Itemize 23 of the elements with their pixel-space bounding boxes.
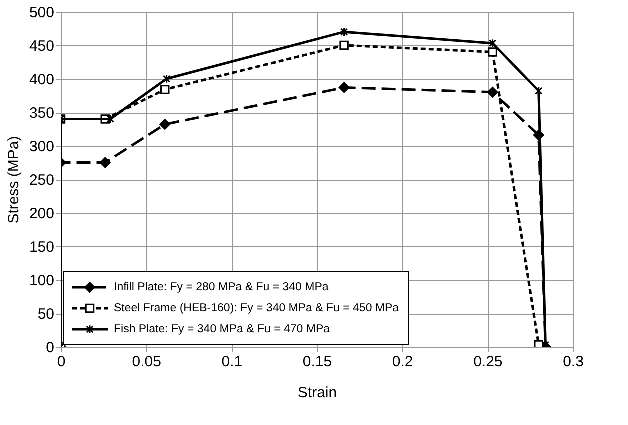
y-tick-label: 50 xyxy=(38,306,54,323)
y-axis-title: Stress (MPa) xyxy=(5,136,22,224)
legend-label: Steel Frame (HEB-160): Fy = 340 MPa & Fu = 450 MPa xyxy=(114,302,400,314)
y-tick-label: 350 xyxy=(29,105,54,122)
y-tick-label: 250 xyxy=(29,172,54,189)
y-tick-label: 0 xyxy=(46,340,54,356)
x-tick-label: 0 xyxy=(57,354,66,370)
x-tick-label: 0.2 xyxy=(392,354,414,370)
y-tick-label: 200 xyxy=(29,206,54,222)
legend-label: Fish Plate: Fy = 340 MPa & Fu = 470 MPa xyxy=(114,324,331,336)
x-tick-label: 0.05 xyxy=(132,354,162,370)
y-tick-label: 450 xyxy=(29,38,54,55)
y-tick-label: 400 xyxy=(29,72,54,88)
legend-label: Infill Plate: Fy = 280 MPa & Fu = 340 MPa xyxy=(114,282,330,294)
x-tick-label: 0.1 xyxy=(222,354,243,370)
x-tick-label: 0.3 xyxy=(563,354,584,370)
x-tick-label: 0.25 xyxy=(474,354,503,370)
y-tick-label: 300 xyxy=(29,138,54,156)
x-tick-label: 0.15 xyxy=(302,354,332,370)
y-tick-label: 150 xyxy=(29,239,54,256)
y-tick-label: 100 xyxy=(29,272,54,290)
y-tick-label: 500 xyxy=(29,4,54,22)
x-axis-title: Strain xyxy=(298,384,338,402)
